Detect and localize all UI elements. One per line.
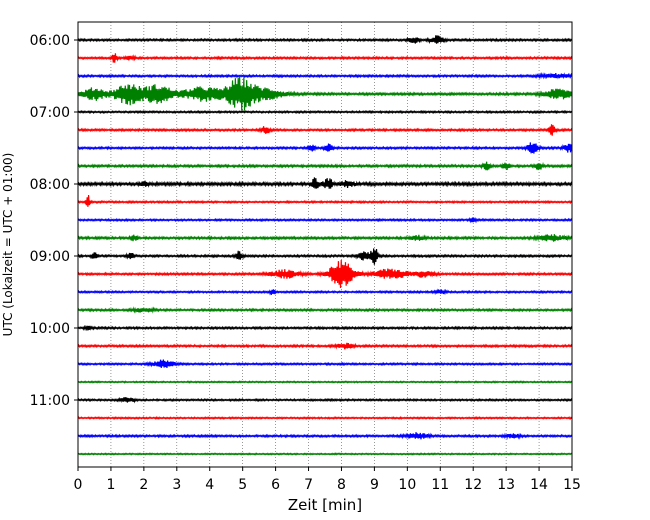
trace-1145: [77, 452, 573, 456]
x-tick-label-0: 0: [74, 477, 83, 493]
plot-frame: [77, 21, 573, 468]
trace-0830: [77, 216, 573, 224]
x-tick-label-1: 1: [106, 477, 115, 493]
y-tick-label-0700: 07:00: [30, 105, 70, 121]
trace-1030: [77, 359, 573, 369]
x-tick-label-4: 4: [205, 477, 214, 493]
trace-0715: [77, 124, 573, 136]
x-tick-label-13: 13: [497, 477, 515, 493]
trace-1115: [77, 415, 573, 420]
trace-0600: [77, 35, 573, 45]
x-axis-label: Zeit [min]: [288, 496, 362, 514]
trace-0915: [77, 260, 573, 289]
y-tick-label-0600: 06:00: [30, 33, 70, 49]
trace-0845: [77, 234, 573, 242]
trace-1015: [77, 342, 573, 350]
x-tick-label-15: 15: [563, 477, 581, 493]
trace-0945: [77, 306, 573, 314]
x-axis-ticks: 0 1 2 3 4 5 6 7 8 9 10 11 12 13 14 15: [74, 467, 581, 493]
x-tick-label-3: 3: [172, 477, 181, 493]
trace-0800: [77, 177, 573, 189]
trace-0930: [77, 288, 573, 296]
x-tick-label-9: 9: [370, 477, 379, 493]
x-tick-label-8: 8: [337, 477, 346, 493]
y-axis-label: UTC (Lokalzeit = UTC + 01:00): [1, 153, 15, 337]
x-tick-label-10: 10: [398, 477, 416, 493]
x-tick-label-12: 12: [464, 477, 482, 493]
trace-0630: [77, 72, 573, 80]
y-tick-label-1000: 10:00: [30, 321, 70, 337]
trace-1100: [77, 396, 573, 404]
trace-1000: [77, 324, 573, 332]
trace-0730: [77, 142, 573, 154]
x-tick-label-7: 7: [304, 477, 313, 493]
x-tick-label-11: 11: [431, 477, 449, 493]
x-tick-label-5: 5: [238, 477, 247, 493]
trace-1130: [77, 432, 573, 440]
trace-0815: [77, 194, 573, 207]
x-tick-label-14: 14: [530, 477, 548, 493]
x-tick-label-6: 6: [271, 477, 280, 493]
trace-group: [77, 35, 573, 456]
y-tick-label-0900: 09:00: [30, 249, 70, 265]
y-axis-ticks: 06:00 07:00 08:00 09:00 10:00 11:00: [30, 33, 78, 409]
y-tick-label-0800: 08:00: [30, 177, 70, 193]
trace-0745: [77, 161, 573, 171]
x-tick-label-2: 2: [139, 477, 148, 493]
trace-0615: [77, 53, 573, 63]
trace-0645: [77, 76, 573, 111]
trace-0700: [77, 109, 573, 115]
trace-0900: [77, 248, 573, 265]
y-tick-label-1100: 11:00: [30, 393, 70, 409]
trace-1045: [77, 380, 573, 384]
